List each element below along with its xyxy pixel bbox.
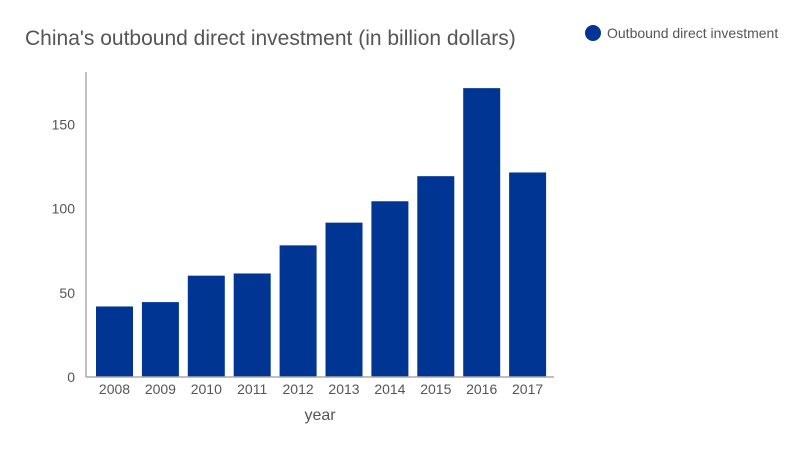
- x-tick-label: 2013: [328, 381, 359, 397]
- bar-2009[interactable]: [141, 302, 179, 377]
- y-tick-label: 0: [67, 369, 75, 385]
- bar-2008[interactable]: [96, 306, 133, 377]
- x-tick-label: 2010: [191, 381, 222, 397]
- bar-2016[interactable]: [463, 88, 501, 377]
- y-tick-label: 50: [59, 285, 75, 301]
- bar-2017[interactable]: [509, 172, 547, 377]
- x-tick-label: 2014: [374, 381, 405, 397]
- x-tick-label: 2012: [283, 381, 314, 397]
- x-tick-label: 2009: [145, 381, 176, 397]
- x-axis-ticks: 2008 2009 2010 2011 2012 2013 2014 2015 2016 2017: [99, 381, 543, 397]
- x-axis-title: year: [304, 407, 336, 424]
- y-tick-label: 150: [52, 117, 76, 133]
- bar-2013[interactable]: [325, 222, 363, 377]
- x-tick-label: 2017: [512, 381, 543, 397]
- bar-2011[interactable]: [233, 273, 271, 377]
- bar-2015[interactable]: [417, 176, 455, 377]
- y-axis-ticks: 0 50 100 150: [52, 117, 76, 386]
- legend-label: Outbound direct investment: [607, 25, 779, 41]
- legend[interactable]: Outbound direct investment: [585, 25, 778, 41]
- bars-group: [96, 88, 547, 377]
- x-tick-label: 2008: [99, 381, 130, 397]
- legend-swatch: [585, 25, 601, 41]
- x-tick-label: 2011: [237, 381, 267, 397]
- y-tick-label: 100: [52, 201, 76, 217]
- bar-2014[interactable]: [371, 201, 409, 377]
- x-tick-label: 2016: [466, 381, 497, 397]
- bar-2010[interactable]: [187, 275, 225, 377]
- chart-title: China's outbound direct investment (in b…: [25, 27, 516, 50]
- bar-2012[interactable]: [279, 245, 317, 377]
- x-tick-label: 2015: [420, 381, 451, 397]
